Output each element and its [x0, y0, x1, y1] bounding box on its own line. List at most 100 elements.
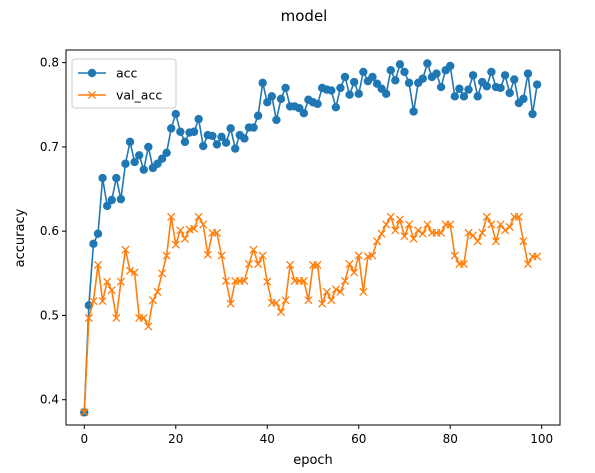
x-tick-label: 20 [168, 432, 183, 446]
data-point-acc [331, 103, 341, 112]
legend-label-val_acc: val_acc [116, 88, 162, 103]
data-point-acc [473, 92, 482, 101]
data-point-acc [263, 98, 272, 107]
y-tick-label: 0.5 [40, 308, 59, 322]
plot-area [80, 59, 542, 417]
data-point-acc [231, 144, 240, 153]
data-point-acc [505, 88, 514, 98]
data-point-val_acc [313, 260, 322, 269]
data-point-val_acc [116, 277, 125, 286]
data-point-val_acc [194, 212, 203, 221]
data-point-acc [93, 229, 103, 238]
y-axis-title: accuracy [13, 208, 28, 267]
data-point-val_acc [514, 212, 523, 221]
data-point-val_acc [482, 212, 491, 221]
data-point-acc [359, 67, 368, 77]
data-point-acc [482, 82, 492, 91]
data-point-val_acc [162, 251, 171, 260]
data-point-val_acc [478, 228, 487, 237]
data-point-acc [98, 173, 107, 183]
data-point-val_acc [340, 276, 350, 285]
data-point-acc [532, 80, 542, 89]
chart-title: model [281, 7, 328, 25]
data-point-val_acc [153, 287, 162, 296]
data-point-acc [418, 74, 427, 83]
data-point-val_acc [299, 276, 308, 285]
data-point-val_acc [391, 226, 400, 235]
data-point-val_acc [404, 220, 414, 229]
data-point-val_acc [148, 296, 157, 305]
data-point-acc [121, 159, 130, 168]
data-point-acc [167, 124, 176, 133]
data-point-val_acc [501, 226, 510, 235]
data-point-acc [199, 141, 208, 151]
data-point-acc [89, 239, 98, 249]
y-tick-label: 0.6 [40, 224, 59, 238]
data-point-acc [459, 92, 469, 101]
data-point-val_acc [423, 220, 432, 229]
data-point-val_acc [157, 269, 167, 278]
data-point-acc [487, 67, 496, 77]
data-point-val_acc [190, 224, 199, 233]
x-tick-label: 60 [351, 432, 366, 446]
data-point-val_acc [345, 259, 354, 269]
data-point-val_acc [98, 297, 107, 306]
data-point-acc [519, 94, 528, 104]
data-point-acc [500, 71, 510, 80]
data-point-acc [468, 71, 478, 80]
data-point-acc [267, 92, 277, 101]
data-point-acc [189, 127, 199, 136]
data-point-acc [157, 154, 167, 163]
data-point-acc [107, 195, 116, 205]
data-point-val_acc [359, 287, 368, 296]
data-point-acc [528, 109, 537, 119]
data-point-val_acc [418, 229, 427, 238]
data-point-acc [212, 140, 222, 149]
data-point-val_acc [286, 260, 295, 269]
x-tick-label: 0 [80, 432, 88, 446]
data-point-val_acc [327, 296, 336, 305]
data-point-acc [391, 76, 400, 85]
x-tick-label: 100 [530, 432, 553, 446]
data-point-acc [381, 89, 391, 99]
data-point-acc [112, 173, 121, 183]
data-point-val_acc [386, 212, 395, 221]
data-point-val_acc [459, 259, 469, 269]
data-point-acc [496, 83, 505, 93]
data-point-val_acc [107, 286, 116, 295]
data-point-acc [240, 134, 249, 143]
axes: 0 20 40 60 80 100 0.4 0.5 0.6 0.7 0.8 [40, 49, 561, 446]
data-point-val_acc [89, 297, 98, 306]
data-point-val_acc [254, 259, 263, 269]
data-point-acc [102, 201, 112, 211]
data-point-val_acc [199, 220, 208, 229]
data-point-acc [194, 114, 203, 124]
data-point-acc [395, 60, 405, 69]
data-point-acc [368, 72, 377, 82]
data-point-val_acc [180, 234, 189, 243]
data-point-acc [450, 92, 459, 101]
data-point-acc [523, 69, 533, 78]
data-point-val_acc [167, 212, 176, 221]
y-tick-label: 0.4 [40, 393, 59, 407]
data-point-acc [276, 94, 286, 104]
data-point-acc [208, 131, 217, 141]
data-point-val_acc [519, 237, 528, 246]
data-point-val_acc [281, 296, 290, 305]
data-point-acc [226, 124, 235, 133]
data-point-acc [409, 107, 418, 116]
data-point-acc [253, 111, 263, 120]
data-point-val_acc [258, 251, 267, 260]
data-point-val_acc [272, 298, 281, 307]
data-point-val_acc [318, 299, 327, 308]
data-point-acc [130, 157, 139, 167]
data-point-acc [116, 194, 126, 204]
data-point-acc [134, 151, 144, 160]
data-point-val_acc [400, 232, 409, 241]
series-line-val_acc [83, 216, 538, 413]
data-point-acc [436, 82, 446, 92]
data-point-val_acc [336, 287, 345, 296]
data-point-val_acc [395, 215, 404, 224]
data-point-val_acc [354, 251, 363, 260]
